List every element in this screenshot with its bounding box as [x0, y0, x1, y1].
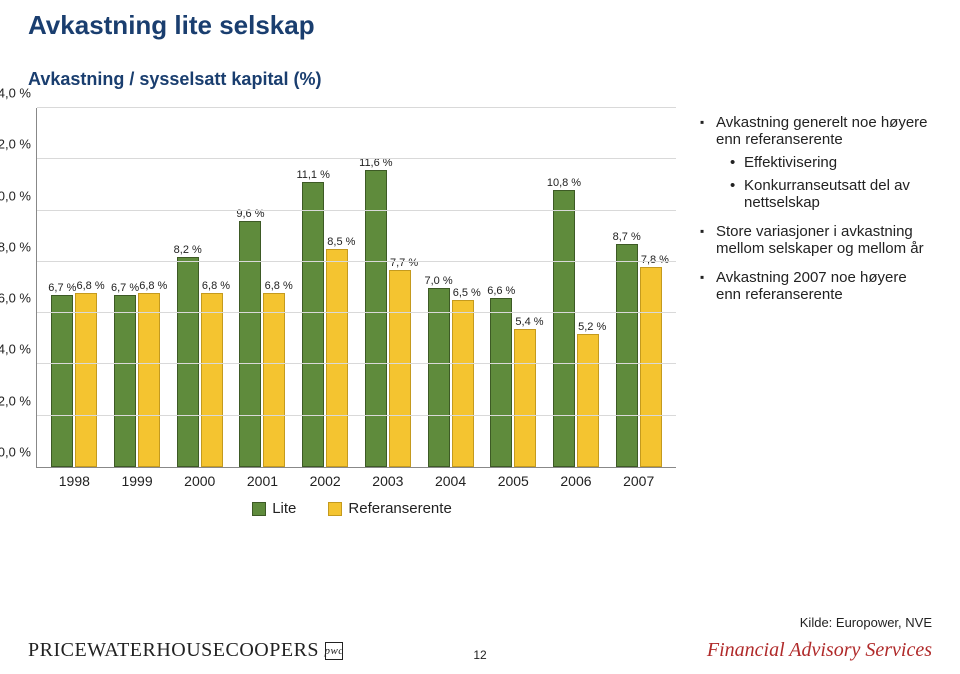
x-category-label: 2005 [482, 467, 545, 489]
bar-lite: 11,1 % [302, 182, 324, 467]
bar-value-label: 8,7 % [613, 231, 641, 245]
bar-group: 7,0 %6,5 %2004 [419, 108, 482, 467]
bar-groups: 6,7 %6,8 %19986,7 %6,8 %19998,2 %6,8 %20… [37, 108, 676, 467]
bar-lite: 8,7 % [616, 244, 638, 467]
bar-value-label: 10,8 % [547, 177, 581, 191]
bar-value-label: 7,0 % [424, 275, 452, 289]
x-category-label: 2003 [357, 467, 420, 489]
bar-ref: 6,8 % [138, 293, 160, 467]
bar-value-label: 6,8 % [265, 280, 293, 294]
bar-lite: 8,2 % [177, 257, 199, 467]
y-tick-label: 4,0 % [0, 342, 37, 357]
bar-group: 11,6 %7,7 %2003 [357, 108, 420, 467]
bar-value-label: 5,2 % [578, 321, 606, 335]
bar-group: 6,6 %5,4 %2005 [482, 108, 545, 467]
legend-swatch-ref [328, 502, 342, 516]
bar-ref: 7,8 % [640, 267, 662, 467]
bullet-level-2: Effektivisering [730, 154, 932, 171]
bar-value-label: 6,7 % [48, 282, 76, 296]
bar-group: 11,1 %8,5 %2002 [294, 108, 357, 467]
gridline [37, 210, 676, 211]
bar-value-label: 6,5 % [453, 287, 481, 301]
bar-group: 9,6 %6,8 %2001 [231, 108, 294, 467]
bar-lite: 9,6 % [239, 221, 261, 467]
gridline [37, 107, 676, 108]
bar-group: 8,7 %7,8 %2007 [607, 108, 670, 467]
chart-title: Avkastning / sysselsatt kapital (%) [28, 69, 932, 90]
legend-label-lite: Lite [272, 500, 296, 517]
y-tick-label: 12,0 % [0, 137, 37, 152]
logo-badge: pwc [325, 642, 343, 660]
y-tick-label: 8,0 % [0, 239, 37, 254]
bar-ref: 6,8 % [201, 293, 223, 467]
logo-text: PRICEWATERHOUSECOOPERS [28, 639, 319, 662]
legend-label-ref: Referanserente [348, 500, 451, 517]
bar-ref: 6,8 % [75, 293, 97, 467]
bar-value-label: 6,8 % [202, 280, 230, 294]
bar-group: 10,8 %5,2 %2006 [545, 108, 608, 467]
bar-ref: 8,5 % [326, 249, 348, 467]
content-row: 6,7 %6,8 %19986,7 %6,8 %19998,2 %6,8 %20… [28, 108, 932, 517]
bar-value-label: 6,6 % [487, 285, 515, 299]
bar-ref: 7,7 % [389, 270, 411, 467]
page-number: 12 [473, 648, 486, 662]
bar-value-label: 7,7 % [390, 257, 418, 271]
gridline [37, 363, 676, 364]
logo: PRICEWATERHOUSECOOPERS pwc [28, 639, 343, 662]
bar-group: 8,2 %6,8 %2000 [168, 108, 231, 467]
gridline [37, 261, 676, 262]
x-category-label: 2006 [545, 467, 608, 489]
bar-value-label: 6,8 % [139, 280, 167, 294]
legend-swatch-lite [252, 502, 266, 516]
x-category-label: 2007 [607, 467, 670, 489]
y-tick-label: 14,0 % [0, 86, 37, 101]
page-title: Avkastning lite selskap [28, 10, 932, 41]
y-tick-label: 10,0 % [0, 188, 37, 203]
bar-value-label: 8,5 % [327, 236, 355, 250]
gridline [37, 415, 676, 416]
footer: PRICEWATERHOUSECOOPERS pwc 12 Financial … [28, 639, 932, 662]
bar-ref: 5,4 % [514, 329, 536, 467]
bar-group: 6,7 %6,8 %1999 [106, 108, 169, 467]
bar-lite: 6,6 % [490, 298, 512, 467]
bullet-level-1: Store variasjoner i avkastning mellom se… [700, 223, 932, 257]
gridline [37, 158, 676, 159]
bullet-level-2: Konkurranseutsatt del av nettselskap [730, 177, 932, 211]
service-line: Financial Advisory Services [707, 639, 932, 662]
bar-value-label: 8,2 % [174, 244, 202, 258]
bar-lite: 6,7 % [114, 295, 136, 467]
bar-value-label: 6,8 % [76, 280, 104, 294]
x-category-label: 2001 [231, 467, 294, 489]
bar-value-label: 5,4 % [515, 316, 543, 330]
bar-group: 6,7 %6,8 %1998 [43, 108, 106, 467]
x-category-label: 2000 [168, 467, 231, 489]
gridline [37, 312, 676, 313]
source-line: Kilde: Europower, NVE [800, 615, 932, 630]
bullet-level-1: Avkastning 2007 noe høyere enn referanse… [700, 269, 932, 303]
bar-ref: 5,2 % [577, 334, 599, 467]
bar-ref: 6,5 % [452, 300, 474, 467]
bullet-level-1: Avkastning generelt noe høyere enn refer… [700, 114, 932, 211]
chart-legend: Lite Referanserente [28, 500, 676, 517]
y-tick-label: 2,0 % [0, 393, 37, 408]
y-tick-label: 6,0 % [0, 291, 37, 306]
bar-lite: 7,0 % [428, 288, 450, 468]
x-category-label: 1998 [43, 467, 106, 489]
bar-ref: 6,8 % [263, 293, 285, 467]
bar-value-label: 11,1 % [296, 169, 329, 183]
chart-wrap: 6,7 %6,8 %19986,7 %6,8 %19998,2 %6,8 %20… [28, 108, 676, 517]
bar-value-label: 6,7 % [111, 282, 139, 296]
x-category-label: 2004 [419, 467, 482, 489]
bar-lite: 6,7 % [51, 295, 73, 467]
x-category-label: 2002 [294, 467, 357, 489]
bar-lite: 10,8 % [553, 190, 575, 467]
bar-chart: 6,7 %6,8 %19986,7 %6,8 %19998,2 %6,8 %20… [36, 108, 676, 468]
bar-lite: 11,6 % [365, 170, 387, 467]
x-category-label: 1999 [106, 467, 169, 489]
legend-item-lite: Lite [252, 500, 296, 517]
bullet-list: Avkastning generelt noe høyere enn refer… [676, 108, 932, 315]
y-tick-label: 0,0 % [0, 445, 37, 460]
legend-item-ref: Referanserente [328, 500, 451, 517]
